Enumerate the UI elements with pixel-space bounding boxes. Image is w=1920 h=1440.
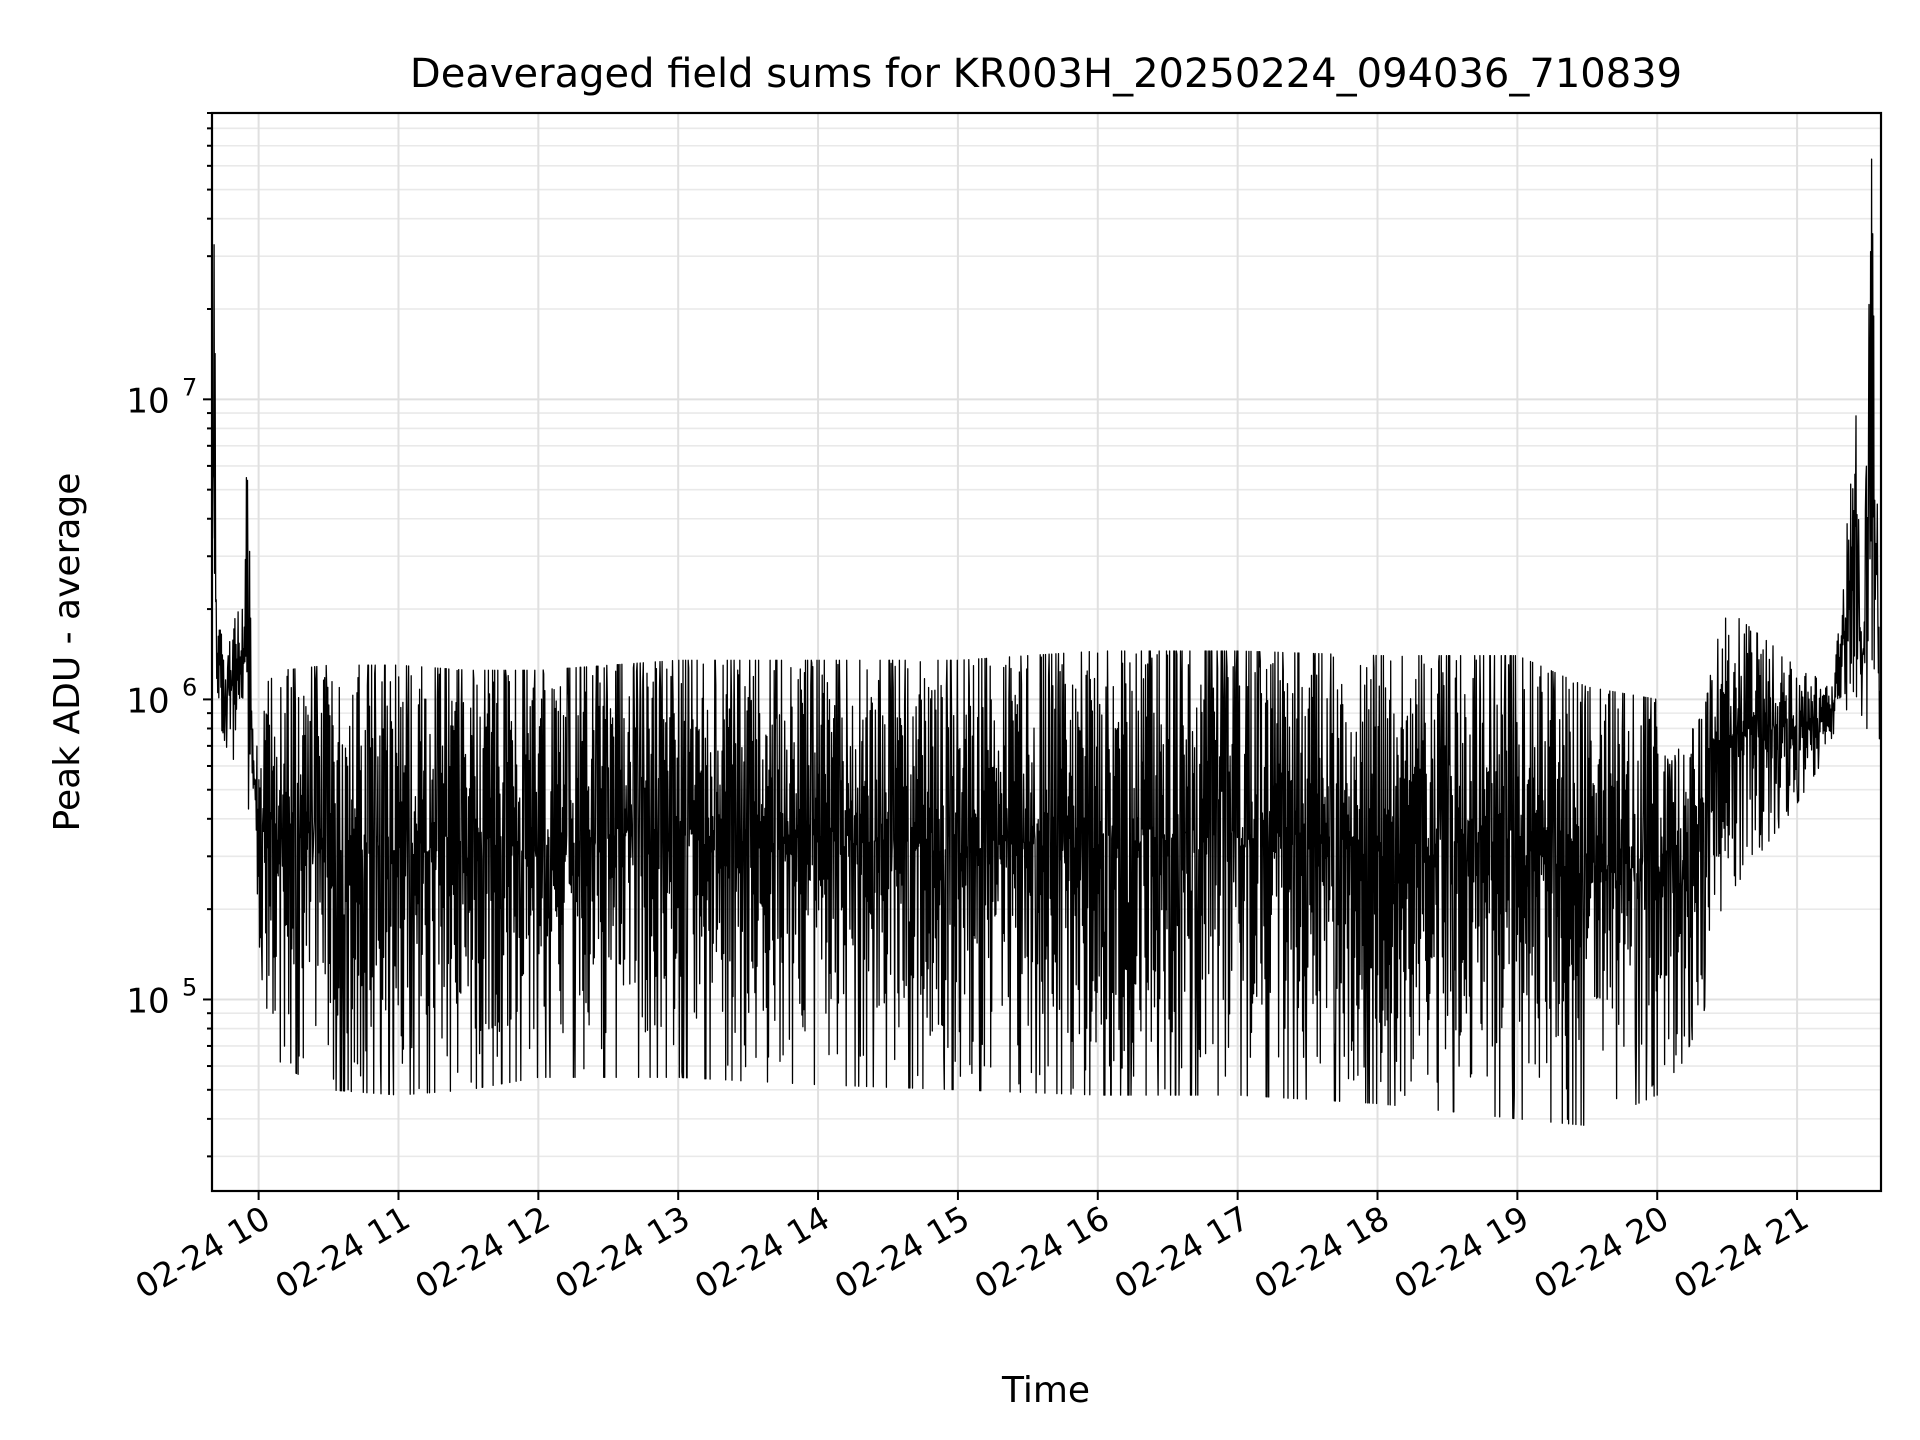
plot-frame bbox=[210, 111, 1883, 1193]
y-tick-exponent: 5 bbox=[182, 973, 197, 1001]
major-gridlines bbox=[212, 113, 1881, 1191]
y-axis-label: Peak ADU - average bbox=[47, 473, 88, 832]
y-tick-exponent: 6 bbox=[182, 673, 197, 701]
series-layer bbox=[211, 158, 1882, 1126]
chart-title: Deaveraged field sums for KR003H_2025022… bbox=[410, 51, 1682, 97]
y-tick-label: 10 bbox=[126, 381, 169, 421]
y-tick-label: 10 bbox=[126, 681, 169, 721]
series-line bbox=[211, 158, 1882, 1126]
y-tick-label: 10 bbox=[126, 981, 169, 1021]
y-axis-ticks: 10 5 10 6 10 7 bbox=[126, 112, 212, 1158]
x-axis-label: Time bbox=[1001, 1370, 1090, 1411]
y-tick-exponent: 7 bbox=[182, 373, 197, 401]
